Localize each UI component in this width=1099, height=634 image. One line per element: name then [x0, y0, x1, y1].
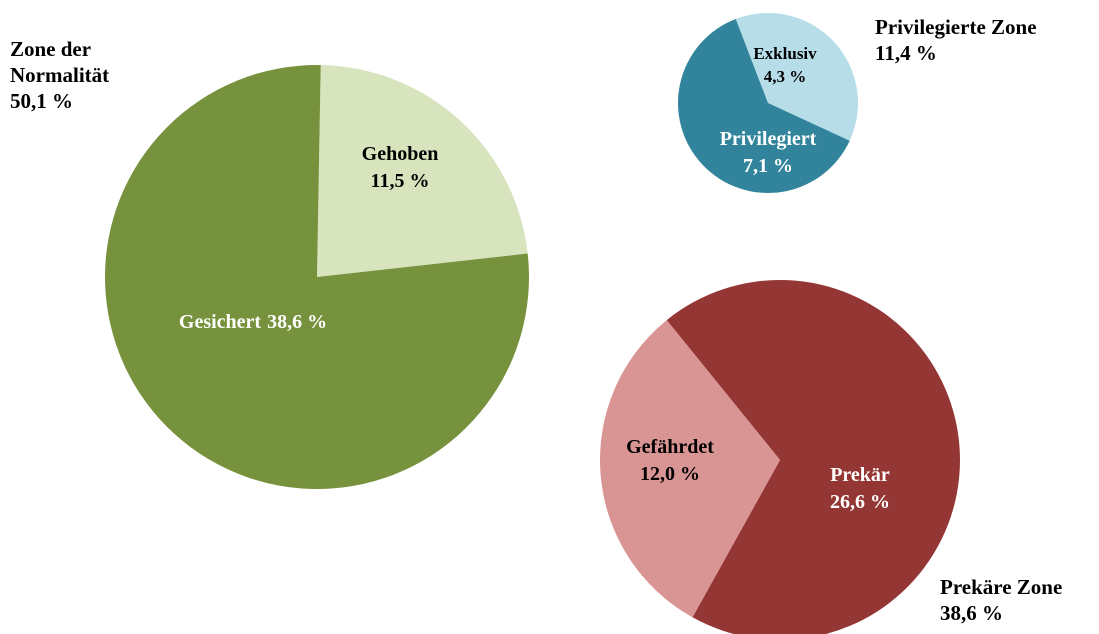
slice-label: Gehoben 11,5 %: [362, 143, 439, 192]
slice-label: Exklusiv 4,3 %: [753, 44, 817, 86]
slice-category: Privilegiert: [720, 128, 817, 150]
slice-value: 38,6 %: [267, 311, 327, 333]
zone-label: Privilegierte Zone 11,4 %: [875, 14, 1095, 66]
pie-slice: [677, 18, 850, 194]
slice-label: Prekär 26,6 %: [830, 464, 890, 513]
slice-category: Exklusiv: [753, 44, 817, 63]
slice-label: Gesichert 38,6 %: [179, 311, 327, 333]
slice-value: 12,0 %: [640, 463, 700, 485]
zone-total: 38,6 %: [940, 601, 1003, 625]
pie-slice: [735, 13, 858, 141]
pie-slice: [666, 279, 960, 634]
zone-label: Zone der Normalität 50,1 %: [10, 36, 140, 114]
slice-value: 7,1 %: [743, 155, 793, 177]
slice-label: Gefährdet 12,0 %: [626, 436, 714, 485]
zone-label: Prekäre Zone 38,6 %: [940, 574, 1099, 626]
pie-slice: [600, 320, 780, 618]
slice-category: Gehoben: [362, 143, 439, 165]
slice-category: Gesichert: [179, 311, 262, 333]
slice-category: Gefährdet: [626, 436, 714, 458]
zone-title: Prekäre Zone: [940, 575, 1063, 599]
slice-value: 26,6 %: [830, 491, 890, 513]
slice-category: Prekär: [830, 464, 890, 486]
slice-value: 11,5 %: [371, 170, 430, 192]
zone-title: Zone der Normalität: [10, 37, 110, 87]
pie-slice: [104, 65, 529, 489]
zone-total: 11,4 %: [875, 41, 937, 65]
zone-title: Privilegierte Zone: [875, 15, 1037, 39]
pie-slice: [317, 65, 528, 277]
slice-value: 4,3 %: [764, 67, 807, 86]
slice-label: Privilegiert 7,1 %: [720, 128, 817, 177]
zone-total: 50,1 %: [10, 89, 73, 113]
